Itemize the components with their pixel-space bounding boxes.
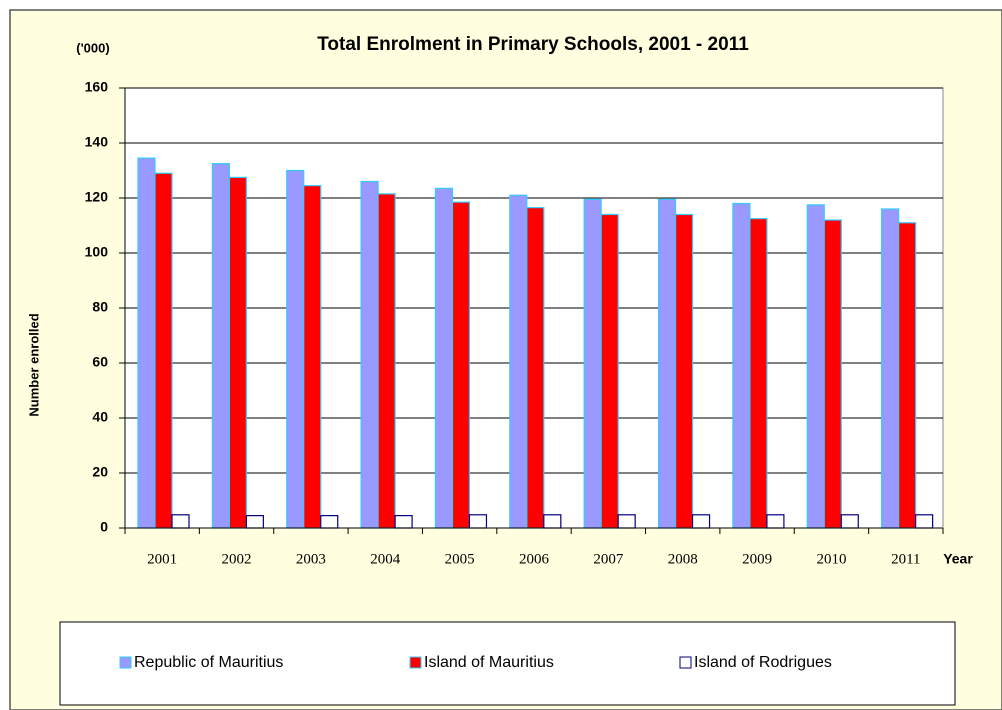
- y-tick-label: 40: [92, 409, 108, 425]
- y-tick-label: 20: [92, 464, 108, 480]
- bar: [749, 218, 768, 529]
- legend-swatch: [409, 656, 422, 669]
- bar: [394, 515, 413, 529]
- x-tick-label: 2011: [891, 551, 920, 567]
- bar: [360, 180, 379, 529]
- y-tick-label: 0: [100, 519, 108, 535]
- bar: [137, 157, 156, 529]
- legend-label: Island of Rodrigues: [694, 654, 832, 671]
- x-tick-label: 2007: [593, 551, 624, 567]
- bar: [171, 514, 190, 529]
- bar: [732, 202, 751, 529]
- bar: [228, 176, 247, 529]
- bar: [766, 514, 785, 529]
- bar: [434, 187, 454, 529]
- bar: [674, 213, 694, 529]
- bar: [286, 169, 305, 529]
- bar: [468, 514, 488, 529]
- bar: [915, 514, 934, 529]
- x-tick-label: 2001: [147, 551, 177, 567]
- bar: [617, 514, 636, 529]
- x-tick-label: 2005: [445, 551, 475, 567]
- x-tick-label: 2009: [742, 551, 772, 567]
- bar: [320, 515, 339, 529]
- x-tick-label: 2003: [296, 551, 326, 567]
- legend-swatch: [679, 656, 692, 669]
- y-tick-label: 60: [92, 354, 108, 370]
- y-axis-label: Number enrolled: [26, 313, 41, 416]
- y-tick-label: 120: [85, 189, 109, 205]
- bar: [691, 514, 711, 529]
- bar: [881, 208, 900, 529]
- x-tick-label: 2008: [668, 551, 698, 567]
- legend-label: Republic of Mauritius: [134, 654, 283, 671]
- bar: [245, 515, 264, 529]
- y-tick-label: 140: [85, 134, 109, 150]
- x-axis-label: Year: [943, 551, 973, 567]
- bar: [154, 172, 173, 529]
- x-tick-label: 2010: [816, 551, 846, 567]
- bar: [823, 219, 842, 529]
- bar: [543, 514, 562, 529]
- bar: [509, 194, 528, 529]
- bar: [377, 193, 396, 529]
- bar: [806, 204, 825, 529]
- y-tick-label: 100: [85, 244, 109, 260]
- bar: [600, 213, 619, 529]
- unit-label: ('000): [76, 40, 109, 55]
- bar: [526, 207, 545, 529]
- bar: [657, 198, 677, 529]
- x-tick-label: 2004: [370, 551, 401, 567]
- bar: [303, 185, 322, 529]
- bar: [898, 222, 917, 529]
- chart-title: Total Enrolment in Primary Schools, 2001…: [317, 34, 749, 55]
- legend-swatch: [119, 656, 132, 669]
- y-tick-label: 80: [92, 299, 108, 315]
- legend-box: [59, 621, 956, 706]
- bar: [451, 201, 471, 529]
- x-tick-label: 2006: [519, 551, 550, 567]
- bar: [211, 163, 230, 529]
- legend-label: Island of Mauritius: [424, 654, 554, 671]
- bar: [840, 514, 859, 529]
- x-tick-label: 2002: [222, 551, 252, 567]
- y-tick-label: 160: [85, 79, 109, 95]
- bar: [583, 198, 602, 529]
